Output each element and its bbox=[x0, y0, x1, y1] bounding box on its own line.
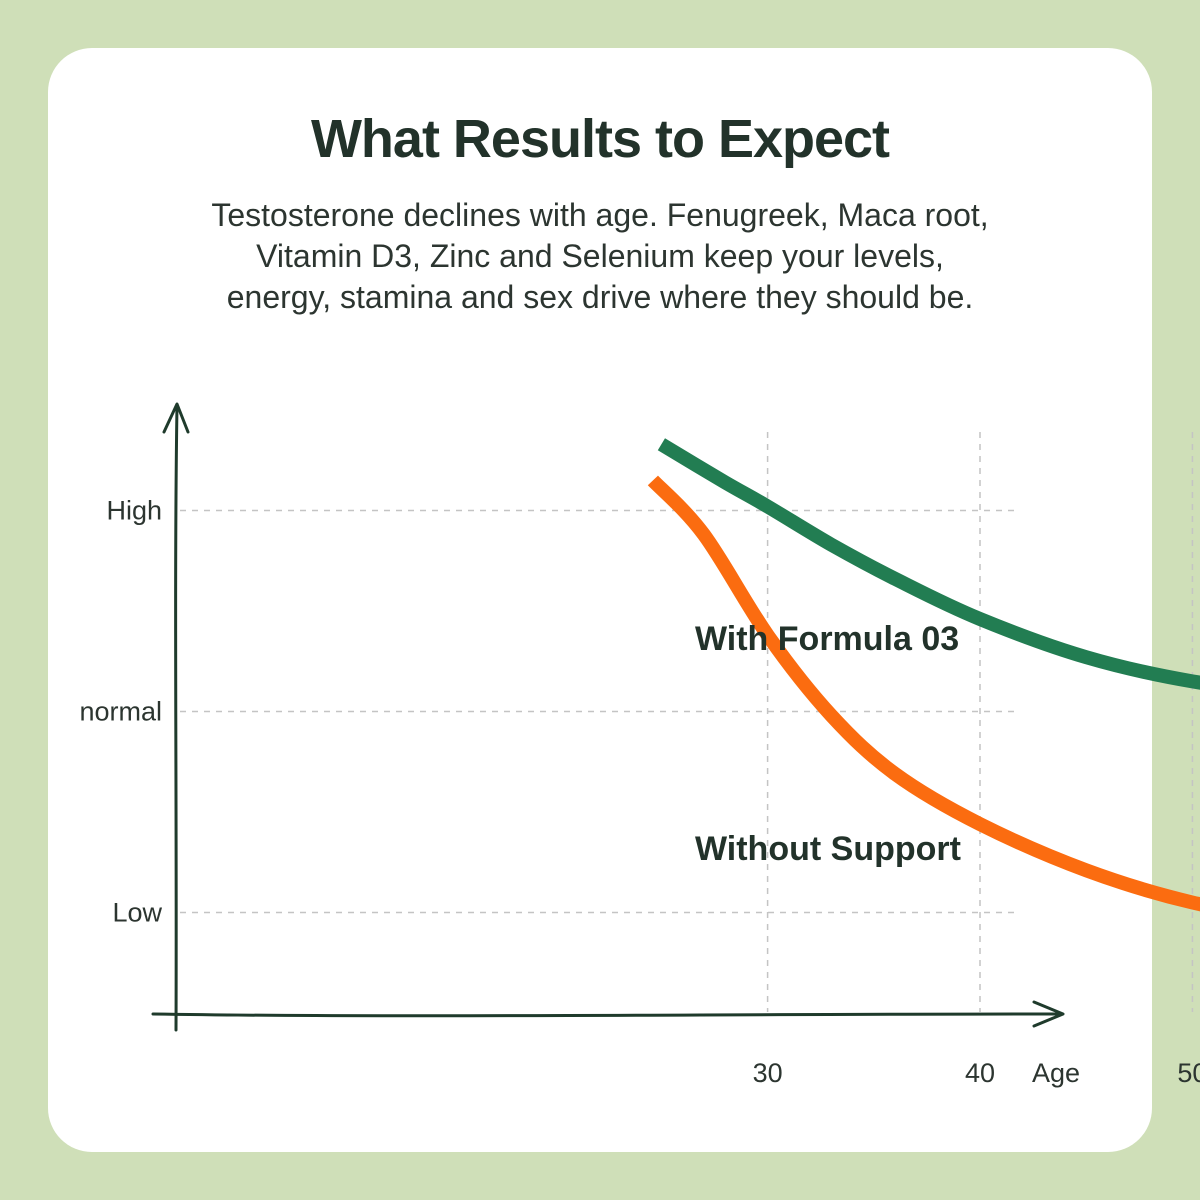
x-tick-label: 40 bbox=[965, 1058, 995, 1088]
subtitle-line: Vitamin D3, Zinc and Selenium keep your … bbox=[256, 238, 944, 274]
x-tick-label: 50 bbox=[1177, 1058, 1200, 1088]
page-title: What Results to Expect bbox=[310, 109, 890, 169]
y-tick-label: Low bbox=[112, 898, 162, 928]
subtitle-line: energy, stamina and sex drive where they… bbox=[226, 279, 974, 315]
y-axis bbox=[174, 403, 179, 1032]
series-line-with-formula bbox=[657, 438, 1200, 690]
x-axis bbox=[151, 1012, 1064, 1018]
series-label: With Formula 03 bbox=[695, 620, 959, 658]
page-subtitle: Testosterone declines with age. Fenugree… bbox=[0, 195, 1200, 318]
axes bbox=[151, 402, 1065, 1032]
chart-labels: Age 30405060LownormalHighWith Formula 03… bbox=[79, 496, 1200, 1089]
series-lines bbox=[647, 438, 1200, 912]
y-tick-label: High bbox=[106, 496, 162, 526]
content-card bbox=[48, 48, 1152, 1152]
y-axis-arrow-icon bbox=[162, 402, 190, 434]
x-tick-label: 30 bbox=[753, 1058, 783, 1088]
x-axis-arrow-icon bbox=[1032, 1000, 1065, 1028]
subtitle-line: Testosterone declines with age. Fenugree… bbox=[211, 197, 989, 233]
grid-lines bbox=[180, 432, 1194, 1012]
series-line-without-support bbox=[647, 475, 1200, 912]
series-label: Without Support bbox=[695, 830, 961, 868]
x-axis-label: Age bbox=[1032, 1058, 1080, 1088]
y-tick-label: normal bbox=[79, 697, 162, 727]
